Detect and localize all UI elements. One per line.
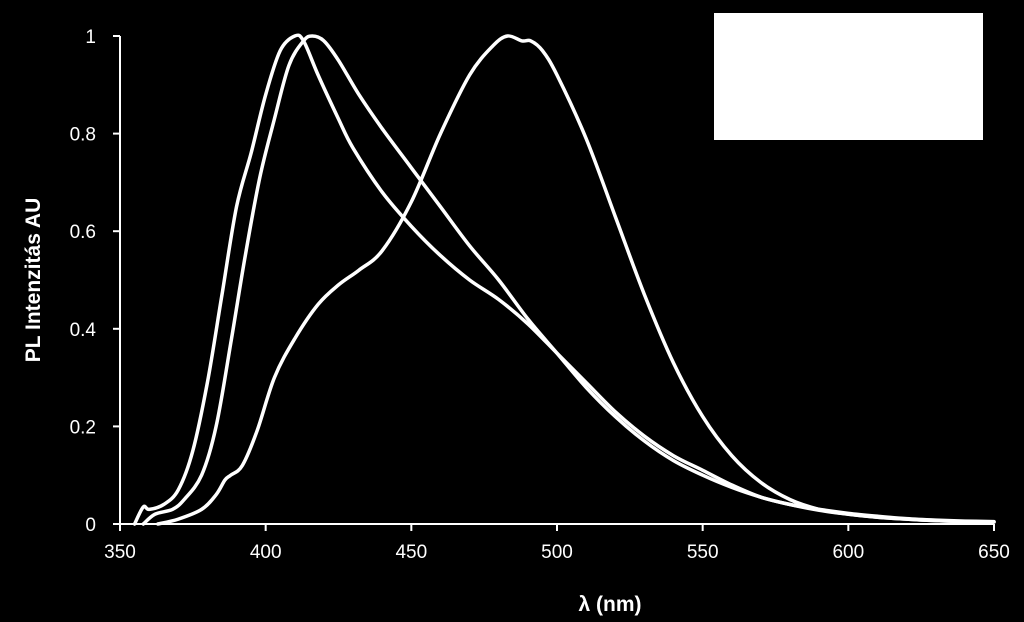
y-tick-label: 0.4 <box>70 320 97 341</box>
x-tick-label: 400 <box>250 542 282 563</box>
y-tick-label: 0.8 <box>70 125 96 146</box>
y-axis-title: PL Intenzitás AU <box>22 198 45 363</box>
x-tick-label: 350 <box>104 542 136 563</box>
legend-box <box>714 13 983 140</box>
x-tick-label: 500 <box>541 542 573 563</box>
x-tick-label: 650 <box>978 542 1010 563</box>
series-line-3 <box>156 34 996 526</box>
axes: 350 400 450 500 550 600 650 0 0.2 0.4 0.6 0.8 1 <box>70 27 1010 563</box>
y-tick-label: 0.2 <box>70 417 96 438</box>
x-tick-label: 550 <box>687 542 719 563</box>
x-tick-label: 450 <box>395 542 427 563</box>
y-tick-label: 1 <box>85 27 96 48</box>
y-tick-label: 0 <box>85 515 96 536</box>
y-tick-label: 0.6 <box>70 222 96 243</box>
x-tick-label: 600 <box>832 542 864 563</box>
x-axis-title: λ (nm) <box>579 593 642 616</box>
series-lines <box>132 33 996 526</box>
